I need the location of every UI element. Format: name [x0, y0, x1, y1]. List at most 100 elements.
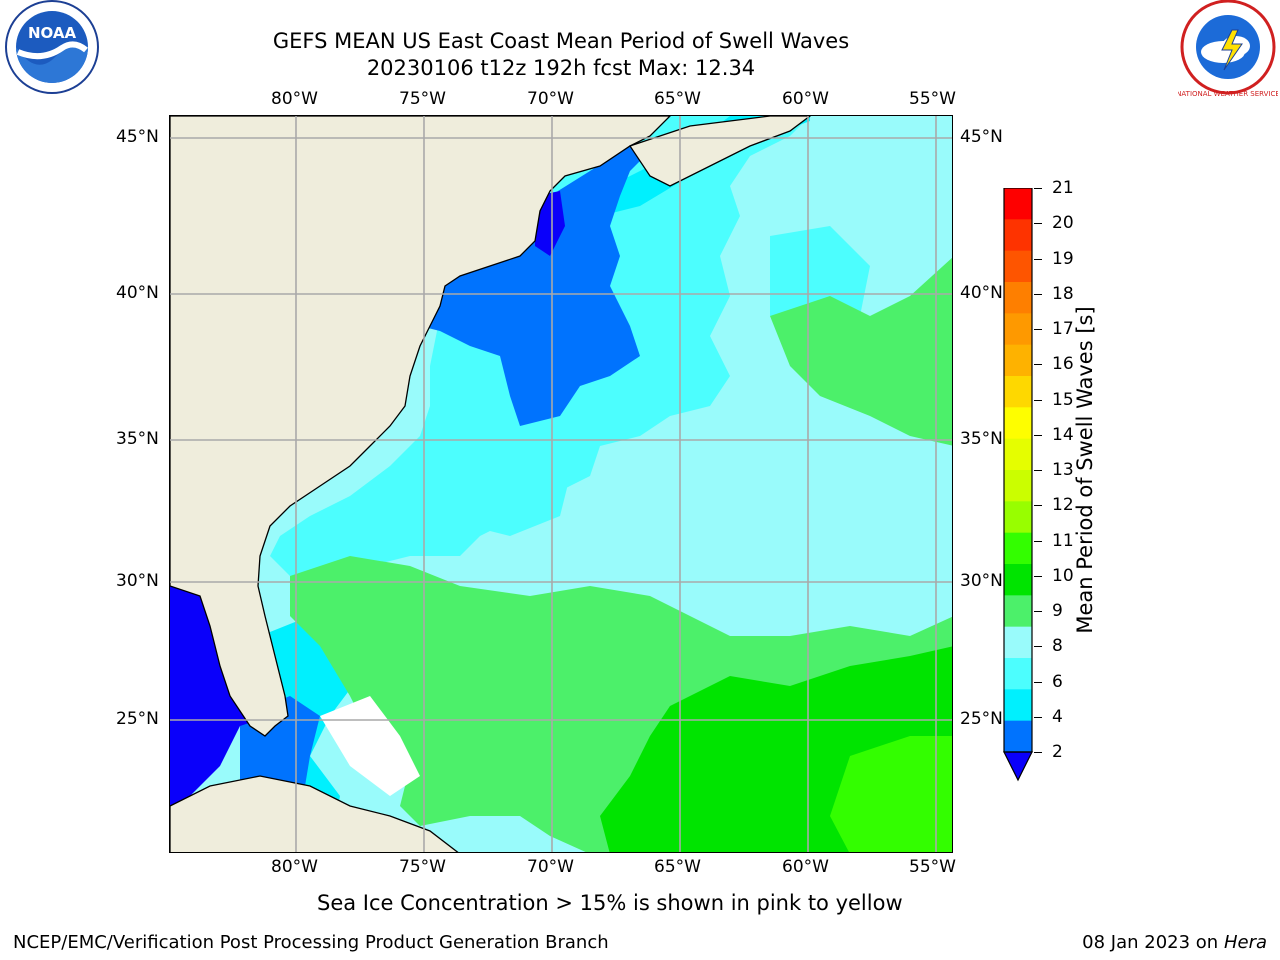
colorbar-tick-label: 9 [1052, 601, 1063, 621]
colorbar-tick-mark [1034, 470, 1042, 471]
chart-subtitle: 20230106 t12z 192h fcst Max: 12.34 [366, 56, 756, 80]
colorbar-tick-mark [1034, 716, 1042, 718]
lon-label-65w-top: 65°W [654, 89, 701, 109]
colorbar-tick-label: 16 [1052, 354, 1074, 375]
nws-logo-text: NATIONAL WEATHER SERVICE [1178, 90, 1278, 98]
lat-label-45n-right: 45°N [960, 127, 1003, 147]
colorbar-segment [1004, 250, 1032, 283]
colorbar-segment [1004, 626, 1032, 659]
lon-label-65w-bottom: 65°W [654, 857, 701, 877]
noaa-logo-icon: NOAA [2, 0, 102, 104]
colorbar-tick-mark [1034, 399, 1042, 401]
lon-label-60w-bottom: 60°W [782, 857, 829, 877]
lon-label-70w-bottom: 70°W [527, 857, 574, 877]
colorbar-tick-label: 17 [1052, 319, 1074, 339]
footer-date-text: 08 Jan 2023 on [1082, 932, 1224, 953]
lat-label-35n-left: 35°N [116, 429, 159, 449]
colorbar-tick-mark [1034, 575, 1042, 577]
sea-ice-note: Sea Ice Concentration > 15% is shown in … [317, 891, 903, 915]
colorbar-tick-mark [1034, 540, 1042, 542]
colorbar-segment [1004, 564, 1032, 596]
contour-6-8s-central [470, 456, 570, 536]
colorbar-tick-label: 15 [1052, 389, 1074, 410]
lat-label-30n-right: 30°N [960, 571, 1003, 591]
colorbar-tick-mark [1034, 258, 1042, 260]
lon-label-80w-top: 80°W [271, 89, 318, 109]
contour-2-4s [420, 141, 660, 426]
colorbar-tick-mark [1034, 364, 1042, 366]
lon-label-55w-bottom: 55°W [909, 857, 956, 877]
contour-9-10s-northeast [770, 257, 952, 446]
colorbar-tick-mark [1034, 188, 1042, 189]
colorbar-tick-label: 18 [1052, 283, 1074, 304]
swell-period-map [170, 116, 952, 852]
colorbar-tick-mark [1034, 681, 1042, 683]
map-panel [169, 115, 953, 853]
colorbar-tick-label: 20 [1052, 213, 1074, 234]
colorbar-segment [1004, 689, 1032, 722]
colorbar-segment [1004, 658, 1032, 690]
colorbar-extend-arrow [1003, 751, 1033, 782]
colorbar-tick-label: 12 [1052, 495, 1074, 516]
colorbar-tick-label: 21 [1052, 178, 1074, 198]
colorbar-tick-label: 10 [1052, 565, 1074, 586]
colorbar-segment [1004, 470, 1032, 502]
colorbar-scale [1003, 187, 1033, 782]
colorbar-tick-mark [1034, 293, 1042, 295]
colorbar-segment [1004, 188, 1032, 220]
lat-label-40n-right: 40°N [960, 283, 1003, 303]
lat-label-40n-left: 40°N [116, 283, 159, 303]
lat-label-25n-right: 25°N [960, 709, 1003, 729]
colorbar-tick-label: 6 [1052, 671, 1063, 692]
colorbar-tick-label: 8 [1052, 636, 1063, 657]
lon-label-55w-top: 55°W [909, 89, 956, 109]
colorbar-segment [1004, 376, 1032, 408]
colorbar-tick-mark [1034, 646, 1042, 648]
lon-label-75w-bottom: 75°W [399, 857, 446, 877]
colorbar-label: Mean Period of Swell Waves [s] [1073, 306, 1097, 634]
colorbar-segment [1004, 532, 1032, 565]
colorbar-tick-mark [1034, 434, 1042, 436]
colorbar-tick-mark [1034, 223, 1042, 225]
colorbar-tick-mark [1034, 505, 1042, 507]
colorbar-segment [1004, 720, 1032, 753]
colorbar-segment [1004, 282, 1032, 314]
colorbar-tick-label: 2 [1052, 742, 1063, 762]
colorbar-segment [1004, 313, 1032, 346]
lat-label-45n-left: 45°N [116, 127, 159, 147]
contour-below-2s-gulf [170, 586, 270, 806]
footer-date: 08 Jan 2023 on Hera [1082, 932, 1267, 953]
chart-title: GEFS MEAN US East Coast Mean Period of S… [272, 29, 850, 53]
colorbar-segment [1004, 344, 1032, 377]
footer-credit: NCEP/EMC/Verification Post Processing Pr… [13, 932, 609, 953]
colorbar-tick-label: 11 [1052, 530, 1074, 551]
colorbar-segment [1004, 595, 1032, 628]
noaa-logo-text: NOAA [28, 24, 77, 42]
graticule [170, 116, 952, 852]
colorbar-tick-label: 14 [1052, 424, 1074, 445]
colorbar-tick-label: 4 [1052, 706, 1063, 727]
lat-label-30n-left: 30°N [116, 571, 159, 591]
colorbar-tick-label: 13 [1052, 460, 1074, 480]
lon-label-70w-top: 70°W [527, 89, 574, 109]
land-north-america [170, 116, 671, 737]
lat-label-25n-left: 25°N [116, 709, 159, 729]
colorbar-segment [1004, 501, 1032, 534]
land-cuba [170, 775, 459, 852]
colorbar-tick-label: 19 [1052, 248, 1074, 269]
lat-label-35n-right: 35°N [960, 429, 1003, 449]
colorbar-tick-mark [1034, 752, 1042, 753]
lon-label-75w-top: 75°W [399, 89, 446, 109]
colorbar [1002, 187, 1036, 788]
lon-label-80w-bottom: 80°W [271, 857, 318, 877]
colorbar-tick-mark [1034, 611, 1042, 612]
colorbar-outline [1003, 187, 1033, 753]
footer-machine: Hera [1223, 932, 1267, 953]
colorbar-segment [1004, 438, 1032, 471]
national-weather-service-logo-icon: NATIONAL WEATHER SERVICE [1176, 0, 1280, 104]
land-nova-scotia [628, 116, 812, 187]
lon-label-60w-top: 60°W [782, 89, 829, 109]
bahamas-shallows [320, 696, 420, 796]
colorbar-segment [1004, 407, 1032, 440]
colorbar-segment [1004, 219, 1032, 252]
